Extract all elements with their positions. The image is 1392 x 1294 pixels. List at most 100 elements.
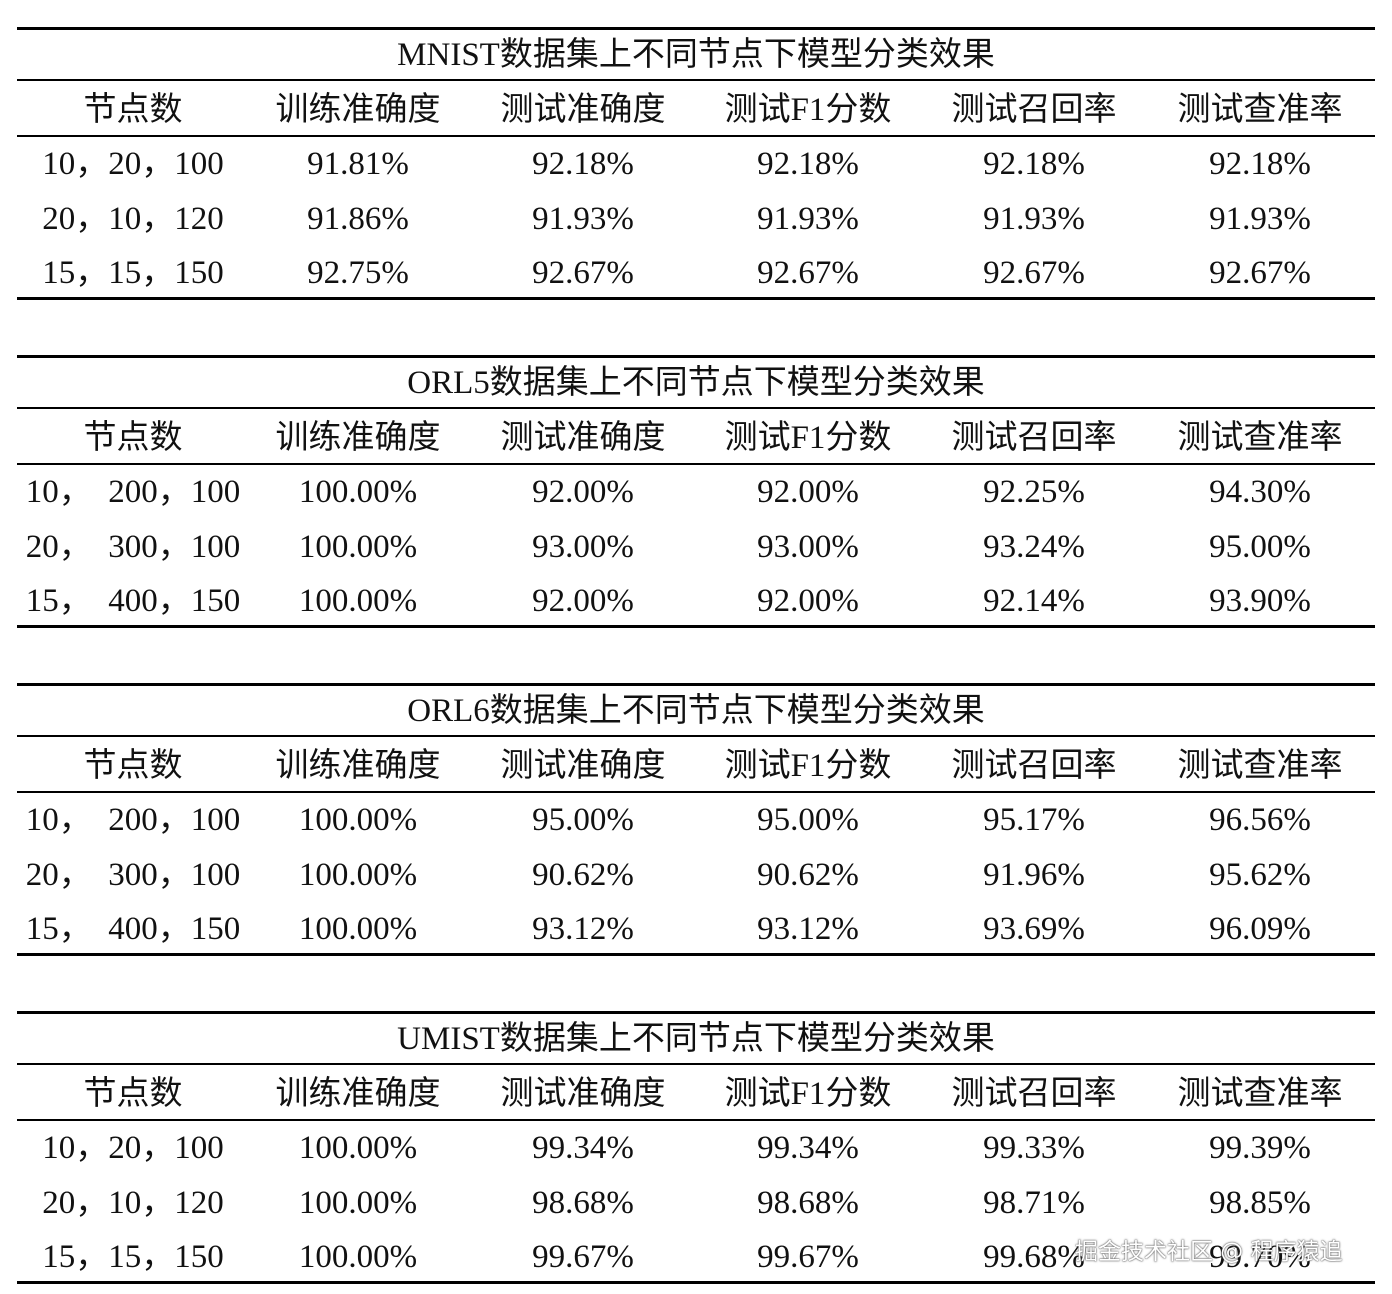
table-cell: 92.00%: [757, 474, 859, 510]
table-cell: 92.25%: [983, 474, 1085, 510]
table-cell: 99.34%: [757, 1130, 859, 1166]
column-header: 测试F1分数: [724, 92, 892, 128]
table-cell: 91.93%: [532, 200, 634, 237]
column-header: 测试F1分数: [724, 748, 892, 784]
table-cell: 15， 400，150: [25, 911, 241, 947]
rule: [17, 1119, 1375, 1121]
column-header: 测试查准率: [1177, 1076, 1343, 1112]
table-cell: 92.18%: [757, 146, 859, 182]
table-cell: 91.93%: [1209, 200, 1311, 237]
table-cell: 100.00%: [298, 911, 418, 947]
column-header: 测试召回率: [951, 748, 1117, 784]
table-cell: 95.00%: [532, 802, 634, 838]
table-cell: 92.14%: [983, 583, 1085, 619]
column-header: 测试召回率: [951, 420, 1117, 456]
table-cell: 10， 200，100: [25, 802, 241, 838]
table-title: MNIST数据集上不同节点下模型分类效果: [397, 37, 995, 73]
rule: [17, 79, 1375, 81]
table-cell: 99.68%: [983, 1239, 1085, 1275]
column-header: 训练准确度: [275, 1076, 441, 1112]
column-header: 测试F1分数: [724, 420, 892, 456]
table-cell: 91.86%: [307, 200, 409, 237]
table-cell: 90.62%: [757, 856, 859, 893]
column-header: 节点数: [83, 92, 183, 128]
table-cell: 100.00%: [298, 528, 418, 565]
table-cell: 90.62%: [532, 856, 634, 893]
column-header: 节点数: [83, 1076, 183, 1112]
rule: [17, 463, 1375, 465]
table-cell: 98.68%: [757, 1184, 859, 1221]
table-cell: 91.93%: [757, 200, 859, 237]
column-header: 训练准确度: [275, 748, 441, 784]
table-title: ORL5数据集上不同节点下模型分类效果: [407, 365, 985, 401]
table-cell: 99.70%: [1209, 1239, 1311, 1275]
table-cell: 98.85%: [1209, 1184, 1311, 1221]
table-cell: 95.00%: [757, 802, 859, 838]
table-cell: 91.81%: [307, 146, 409, 182]
rule: [17, 297, 1375, 300]
rule: [17, 625, 1375, 628]
table-cell: 100.00%: [298, 583, 418, 619]
rule: [17, 953, 1375, 956]
table-cell: 93.00%: [532, 528, 634, 565]
table-cell: 91.93%: [983, 200, 1085, 237]
table-cell: 20， 300，100: [25, 856, 241, 893]
table-cell: 15， 400，150: [25, 583, 241, 619]
table-cell: 99.39%: [1209, 1130, 1311, 1166]
table-cell: 92.00%: [532, 474, 634, 510]
table-cell: 92.00%: [757, 583, 859, 619]
table-cell: 10，20，100: [42, 146, 224, 182]
rule: [17, 1281, 1375, 1284]
column-header: 测试F1分数: [724, 1076, 892, 1112]
table-cell: 92.67%: [757, 255, 859, 291]
rule: [17, 735, 1375, 737]
rule: [17, 27, 1375, 30]
table-cell: 93.00%: [757, 528, 859, 565]
table-cell: 96.56%: [1209, 802, 1311, 838]
table-cell: 92.75%: [307, 255, 409, 291]
table-cell: 92.18%: [1209, 146, 1311, 182]
rule: [17, 791, 1375, 793]
table-cell: 15，15，150: [42, 1239, 224, 1275]
table-cell: 20，10，120: [42, 1184, 224, 1221]
column-header: 测试查准率: [1177, 420, 1343, 456]
rule: [17, 355, 1375, 358]
table-cell: 95.17%: [983, 802, 1085, 838]
table-cell: 93.69%: [983, 911, 1085, 947]
table-cell: 94.30%: [1209, 474, 1311, 510]
table-cell: 93.12%: [532, 911, 634, 947]
table-cell: 100.00%: [298, 1184, 418, 1221]
table-cell: 99.67%: [757, 1239, 859, 1275]
column-header: 训练准确度: [275, 92, 441, 128]
table-cell: 100.00%: [298, 1130, 418, 1166]
column-header: 节点数: [83, 748, 183, 784]
table-cell: 93.24%: [983, 528, 1085, 565]
column-header: 节点数: [83, 420, 183, 456]
table-cell: 100.00%: [298, 1239, 418, 1275]
rule: [17, 135, 1375, 137]
table-cell: 95.00%: [1209, 528, 1311, 565]
table-cell: 99.67%: [532, 1239, 634, 1275]
table-cell: 100.00%: [298, 802, 418, 838]
table-cell: 91.96%: [983, 856, 1085, 893]
rule: [17, 1063, 1375, 1065]
table-cell: 98.68%: [532, 1184, 634, 1221]
table-cell: 92.18%: [532, 146, 634, 182]
table-cell: 92.18%: [983, 146, 1085, 182]
table-cell: 92.67%: [983, 255, 1085, 291]
column-header: 测试准确度: [500, 92, 666, 128]
column-header: 测试查准率: [1177, 748, 1343, 784]
table-cell: 95.62%: [1209, 856, 1311, 893]
table-cell: 93.12%: [757, 911, 859, 947]
table-cell: 20， 300，100: [25, 528, 241, 565]
watermark: 掘金技术社区 @ 程序猿追: [1075, 1239, 1343, 1265]
table-cell: 15，15，150: [42, 255, 224, 291]
column-header: 测试查准率: [1177, 92, 1343, 128]
table-cell: 92.67%: [1209, 255, 1311, 291]
rule: [17, 407, 1375, 409]
rule: [17, 683, 1375, 686]
table-cell: 93.90%: [1209, 583, 1311, 619]
table-cell: 92.67%: [532, 255, 634, 291]
table-cell: 92.00%: [532, 583, 634, 619]
